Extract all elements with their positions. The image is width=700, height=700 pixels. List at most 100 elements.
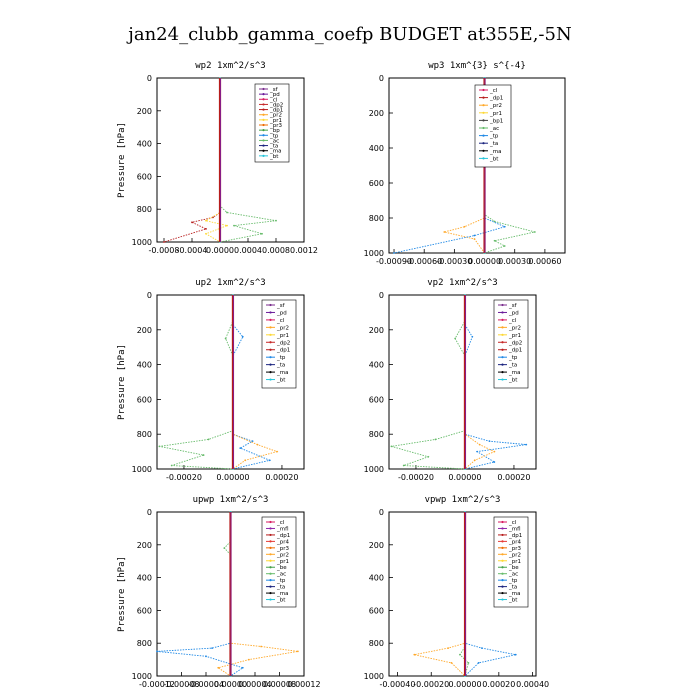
legend-label: _pd [269, 92, 280, 98]
legend-label: _bp [269, 128, 280, 134]
y-tick-label: 1000 [364, 249, 384, 258]
series-point [239, 447, 242, 450]
series-point [275, 219, 277, 222]
chart-panel: wp3 1xm^{3} s^{-4}02004006008001000-0.00… [364, 61, 566, 266]
legend-label: _dp2 [276, 340, 290, 346]
series-point [402, 464, 405, 467]
legend-marker [501, 333, 504, 336]
x-tick-label: 0.00000 [216, 473, 249, 482]
x-tick-label: 0.00000 [214, 680, 247, 689]
x-tick-label: -0.00012 [139, 680, 175, 689]
legend-label: _cl [269, 97, 278, 103]
legend-marker [501, 527, 504, 530]
legend-marker [262, 87, 265, 91]
x-tick-label: 0.00004 [238, 680, 271, 689]
legend-label: _ma [508, 370, 520, 376]
series-point [276, 450, 278, 453]
legend-marker [269, 326, 272, 329]
legend-label: _ta [489, 141, 498, 147]
legend-marker [262, 123, 265, 127]
y-tick-label: 0 [379, 508, 384, 517]
legend-marker [269, 559, 272, 562]
legend-label: _ac [269, 138, 279, 144]
series-point [393, 252, 395, 254]
y-tick-label: 200 [137, 326, 152, 335]
legend-marker [482, 111, 485, 114]
y-axis-label: Pressure [hPa] [117, 556, 127, 632]
series-line [232, 295, 272, 470]
series-point [223, 547, 226, 549]
x-tick-label: 0.00030 [498, 257, 531, 266]
legend-marker [262, 144, 265, 147]
legend-label: _be [508, 565, 519, 571]
legend-label: _ac [508, 572, 518, 578]
series-point [525, 443, 528, 446]
series-point [163, 241, 165, 243]
legend-marker [501, 540, 504, 543]
legend-label: _dp1 [276, 348, 290, 354]
legend-label: _cl [508, 318, 517, 324]
series-point [488, 440, 491, 443]
legend-marker [262, 149, 265, 152]
legend-marker [269, 341, 272, 344]
series-point [261, 232, 263, 235]
legend-label: _sf [276, 303, 286, 309]
series-point [226, 224, 228, 227]
series-point [256, 443, 259, 446]
legend-label: _cl [276, 520, 285, 526]
series-point [476, 450, 479, 453]
legend-marker [269, 527, 272, 530]
legend-label: _pr1 [508, 333, 521, 339]
legend-box [474, 84, 512, 168]
legend-label: _ac [276, 572, 286, 578]
legend-label: _dp1 [508, 348, 522, 354]
legend-label: _ma [508, 591, 520, 597]
legend-marker [269, 318, 272, 322]
series-line [464, 295, 496, 470]
legend-marker [269, 553, 272, 556]
series-point [247, 658, 250, 661]
legend-label: _pr2 [276, 552, 289, 558]
y-tick-label: 600 [369, 179, 384, 188]
legend-label: _pr2 [508, 325, 521, 331]
series-point [205, 219, 207, 222]
legend-marker [501, 311, 504, 314]
legend-label: _pr2 [269, 113, 282, 119]
series-point [493, 450, 496, 453]
legend-label: _pr1 [508, 559, 521, 565]
y-tick-label: 400 [369, 144, 384, 153]
legend-label: _pr1 [489, 111, 502, 117]
y-tick-label: 1000 [132, 465, 152, 474]
legend-label: _tp [489, 134, 499, 140]
y-tick-label: 0 [379, 74, 384, 83]
series-point [233, 224, 235, 227]
y-tick-label: 400 [369, 574, 384, 583]
legend-marker [501, 553, 504, 556]
y-tick-label: 1000 [132, 238, 152, 247]
legend-marker [269, 572, 272, 575]
legend-label: _tp [276, 578, 286, 584]
legend-label: _ac [489, 126, 499, 132]
y-tick-label: 200 [137, 107, 152, 116]
x-tick-label: 0.00020 [497, 473, 530, 482]
legend-label: _pd [508, 310, 519, 316]
y-tick-label: 600 [137, 395, 152, 404]
legend-box [261, 516, 297, 608]
legend-label: _tp [508, 578, 518, 584]
legend-marker [501, 566, 504, 569]
x-tick-label: -0.00060 [406, 257, 442, 266]
series-point [473, 238, 476, 240]
series-point [241, 335, 244, 338]
x-tick-label: 0.0012 [290, 246, 318, 255]
legend-marker [269, 533, 272, 537]
legend-label: _dp1 [489, 96, 503, 102]
series-line [232, 295, 279, 470]
chart-panels: wp2 1xm^2/s^3 Pressure [hPa] 0 200 400 600 800… [117, 61, 566, 689]
y-tick-label: 1000 [364, 465, 384, 474]
legend-marker [501, 363, 504, 366]
series-point [202, 454, 205, 456]
y-tick-label: 1000 [132, 672, 152, 681]
series-point [503, 245, 506, 247]
legend-marker [501, 520, 504, 524]
series-point [241, 666, 244, 669]
